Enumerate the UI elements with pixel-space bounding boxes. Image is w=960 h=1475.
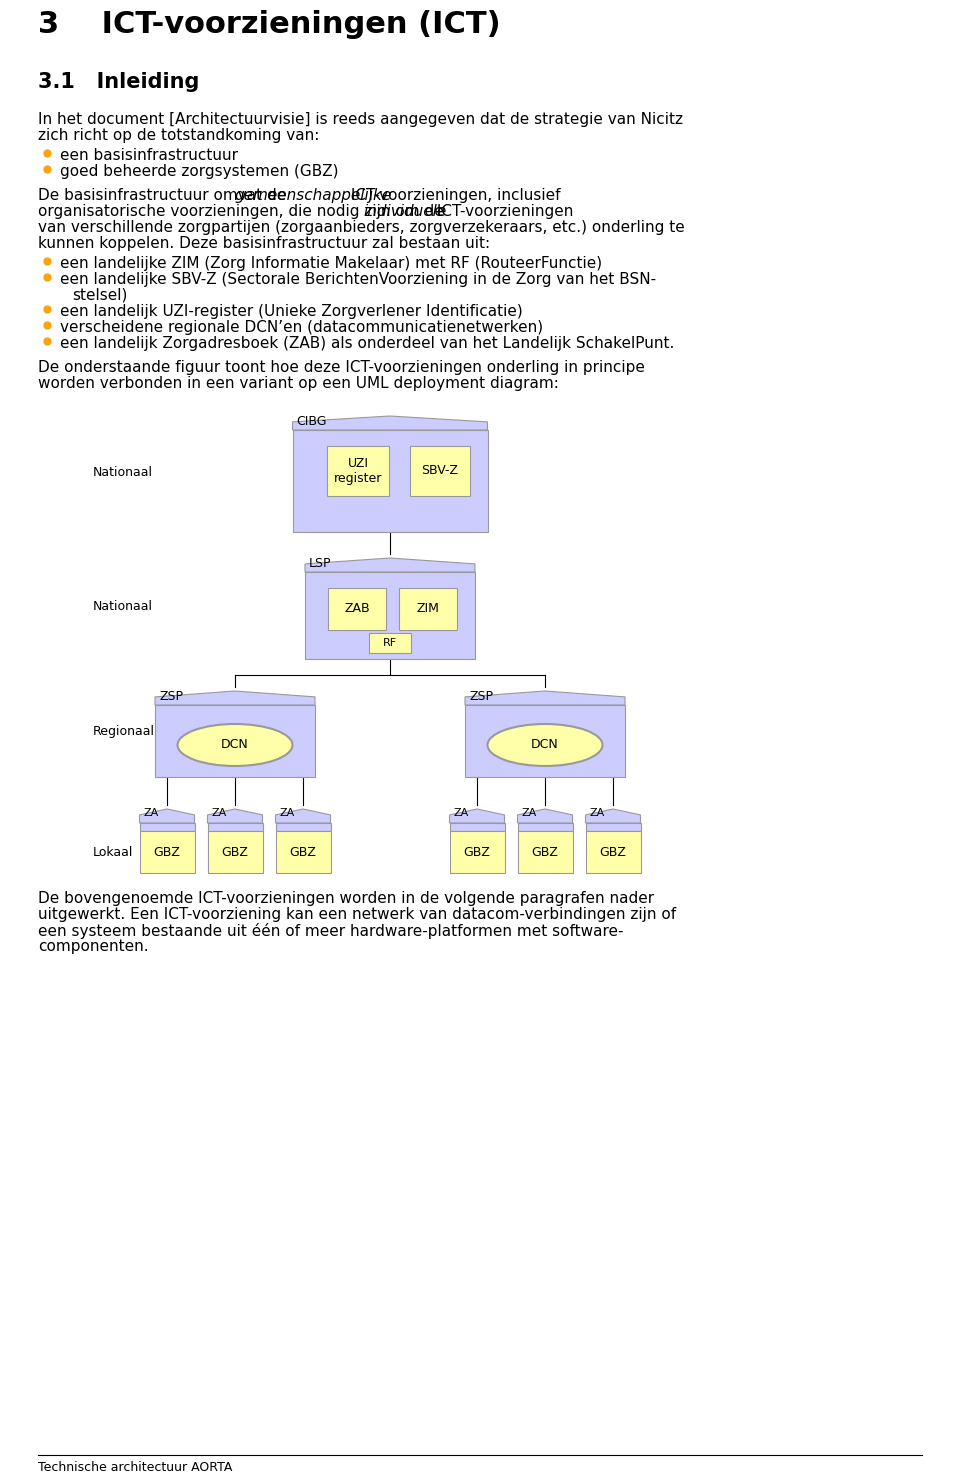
Text: GBZ: GBZ <box>222 845 249 858</box>
Text: een landelijk UZI-register (Unieke Zorgverlener Identificatie): een landelijk UZI-register (Unieke Zorgv… <box>60 304 523 319</box>
Text: worden verbonden in een variant op een UML deployment diagram:: worden verbonden in een variant op een U… <box>38 376 559 391</box>
Text: ZA: ZA <box>453 808 468 819</box>
Text: ZA: ZA <box>279 808 295 819</box>
Text: componenten.: componenten. <box>38 940 149 954</box>
Text: Nationaal: Nationaal <box>93 600 153 614</box>
Text: UZI
register: UZI register <box>334 457 382 485</box>
Text: kunnen koppelen. Deze basisinfrastructuur zal bestaan uit:: kunnen koppelen. Deze basisinfrastructuu… <box>38 236 491 251</box>
Text: gemeenschappelijke: gemeenschappelijke <box>235 187 392 204</box>
Text: individuele: individuele <box>364 204 447 218</box>
Text: ZA: ZA <box>143 808 158 819</box>
Text: ZAB: ZAB <box>345 602 370 615</box>
Text: ZSP: ZSP <box>469 690 493 704</box>
Text: LSP: LSP <box>309 558 331 569</box>
Text: De basisinfrastructuur omvat de: De basisinfrastructuur omvat de <box>38 187 291 204</box>
FancyBboxPatch shape <box>327 445 389 496</box>
Text: SBV-Z: SBV-Z <box>421 465 459 478</box>
Text: 3.1   Inleiding: 3.1 Inleiding <box>38 72 200 91</box>
Text: 3    ICT-voorzieningen (ICT): 3 ICT-voorzieningen (ICT) <box>38 10 500 38</box>
FancyBboxPatch shape <box>410 445 470 496</box>
FancyBboxPatch shape <box>155 705 315 777</box>
Text: DCN: DCN <box>221 739 249 751</box>
Text: een landelijk Zorgadresboek (ZAB) als onderdeel van het Landelijk SchakelPunt.: een landelijk Zorgadresboek (ZAB) als on… <box>60 336 674 351</box>
Text: GBZ: GBZ <box>464 845 491 858</box>
FancyBboxPatch shape <box>207 823 262 830</box>
Ellipse shape <box>488 724 603 766</box>
Text: DCN: DCN <box>531 739 559 751</box>
FancyBboxPatch shape <box>399 589 457 630</box>
FancyBboxPatch shape <box>276 830 330 873</box>
FancyBboxPatch shape <box>465 705 625 777</box>
FancyBboxPatch shape <box>369 633 411 653</box>
FancyBboxPatch shape <box>586 830 640 873</box>
Text: zich richt op de totstandkoming van:: zich richt op de totstandkoming van: <box>38 128 320 143</box>
Polygon shape <box>465 690 625 705</box>
Text: ICT-voorzieningen: ICT-voorzieningen <box>432 204 573 218</box>
Text: Technische architectuur AORTA: Technische architectuur AORTA <box>38 1462 232 1474</box>
Ellipse shape <box>178 724 293 766</box>
Text: organisatorische voorzieningen, die nodig zijn om de: organisatorische voorzieningen, die nodi… <box>38 204 448 218</box>
Text: een landelijke ZIM (Zorg Informatie Makelaar) met RF (RouteerFunctie): een landelijke ZIM (Zorg Informatie Make… <box>60 257 602 271</box>
Text: een systeem bestaande uit één of meer hardware-platformen met software-: een systeem bestaande uit één of meer ha… <box>38 923 623 940</box>
Polygon shape <box>276 808 330 823</box>
FancyBboxPatch shape <box>517 830 572 873</box>
Text: ICT-voorzieningen, inclusief: ICT-voorzieningen, inclusief <box>346 187 560 204</box>
Polygon shape <box>139 808 195 823</box>
Text: goed beheerde zorgsystemen (GBZ): goed beheerde zorgsystemen (GBZ) <box>60 164 339 178</box>
FancyBboxPatch shape <box>328 589 386 630</box>
Text: ZA: ZA <box>211 808 227 819</box>
Polygon shape <box>305 558 475 572</box>
Text: ZA: ZA <box>589 808 605 819</box>
Text: stelsel): stelsel) <box>72 288 128 302</box>
Text: van verschillende zorgpartijen (zorgaanbieders, zorgverzekeraars, etc.) onderlin: van verschillende zorgpartijen (zorgaanb… <box>38 220 684 235</box>
Text: Regionaal: Regionaal <box>93 726 155 739</box>
Text: Lokaal: Lokaal <box>93 845 133 858</box>
Text: CIBG: CIBG <box>297 414 327 428</box>
Polygon shape <box>586 808 640 823</box>
Text: een basisinfrastructuur: een basisinfrastructuur <box>60 148 238 164</box>
Text: GBZ: GBZ <box>290 845 317 858</box>
Text: ZSP: ZSP <box>159 690 183 704</box>
FancyBboxPatch shape <box>586 823 640 830</box>
FancyBboxPatch shape <box>207 830 262 873</box>
Text: ZA: ZA <box>521 808 537 819</box>
FancyBboxPatch shape <box>293 431 488 532</box>
Text: GBZ: GBZ <box>600 845 627 858</box>
FancyBboxPatch shape <box>305 572 475 659</box>
Text: GBZ: GBZ <box>154 845 180 858</box>
Text: GBZ: GBZ <box>532 845 559 858</box>
Polygon shape <box>449 808 505 823</box>
Text: verscheidene regionale DCN’en (datacommunicatienetwerken): verscheidene regionale DCN’en (datacommu… <box>60 320 543 335</box>
Text: Nationaal: Nationaal <box>93 466 153 478</box>
Polygon shape <box>517 808 572 823</box>
FancyBboxPatch shape <box>517 823 572 830</box>
FancyBboxPatch shape <box>449 823 505 830</box>
FancyBboxPatch shape <box>139 823 195 830</box>
Text: In het document [Architectuurvisie] is reeds aangegeven dat de strategie van Nic: In het document [Architectuurvisie] is r… <box>38 112 683 127</box>
Polygon shape <box>293 416 488 431</box>
FancyBboxPatch shape <box>449 830 505 873</box>
Text: De bovengenoemde ICT-voorzieningen worden in de volgende paragrafen nader: De bovengenoemde ICT-voorzieningen worde… <box>38 891 654 906</box>
Text: De onderstaande figuur toont hoe deze ICT-voorzieningen onderling in principe: De onderstaande figuur toont hoe deze IC… <box>38 360 645 375</box>
Text: uitgewerkt. Een ICT-voorziening kan een netwerk van datacom-verbindingen zijn of: uitgewerkt. Een ICT-voorziening kan een … <box>38 907 676 922</box>
Polygon shape <box>207 808 262 823</box>
Text: een landelijke SBV-Z (Sectorale BerichtenVoorziening in de Zorg van het BSN-: een landelijke SBV-Z (Sectorale Berichte… <box>60 271 656 288</box>
FancyBboxPatch shape <box>276 823 330 830</box>
FancyBboxPatch shape <box>139 830 195 873</box>
Text: ZIM: ZIM <box>417 602 440 615</box>
Text: RF: RF <box>383 639 397 648</box>
Polygon shape <box>155 690 315 705</box>
